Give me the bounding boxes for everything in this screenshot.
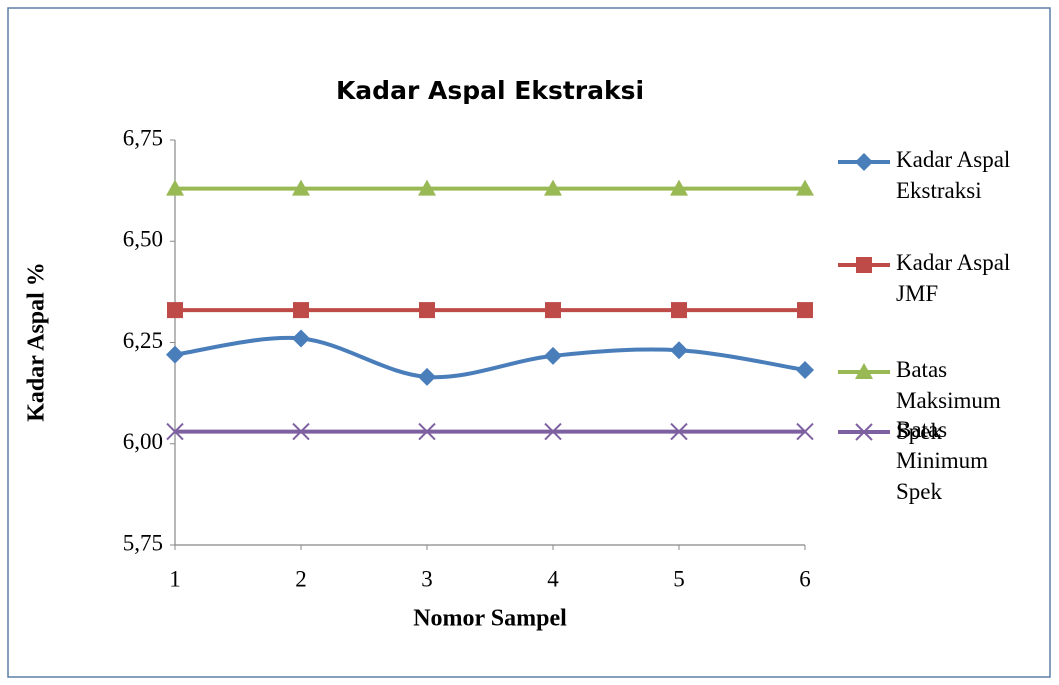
y-tick-label: 5,75 — [123, 530, 163, 555]
legend-label: Kadar Aspal Ekstraksi — [896, 147, 1016, 203]
y-tick-label: 6,25 — [123, 328, 163, 353]
legend-label: Batas Maksimum Spek — [896, 357, 1007, 444]
chart-border — [7, 7, 1051, 678]
y-tick-label: 6,50 — [123, 227, 163, 252]
marker — [544, 179, 562, 196]
x-tick-label: 3 — [421, 566, 433, 591]
marker — [544, 422, 562, 441]
y-tick-label: 6,75 — [123, 125, 163, 150]
marker — [419, 302, 435, 319]
legend-label: Batas Minimum Spek — [896, 417, 994, 504]
marker — [671, 302, 687, 319]
marker — [293, 302, 309, 319]
x-tick-label: 5 — [673, 566, 685, 591]
marker — [292, 179, 310, 196]
marker — [670, 179, 688, 196]
marker — [292, 329, 310, 348]
marker — [796, 361, 814, 380]
marker — [167, 302, 183, 319]
marker — [855, 423, 873, 441]
x-tick-label: 1 — [169, 566, 181, 591]
series-line — [174, 335, 806, 380]
marker — [418, 179, 436, 196]
chart-title: Kadar Aspal Ekstraksi — [336, 76, 644, 105]
x-tick-label: 2 — [295, 566, 307, 591]
marker — [166, 179, 184, 196]
marker — [418, 422, 436, 441]
marker — [855, 363, 873, 379]
marker — [797, 302, 813, 319]
marker — [418, 367, 436, 386]
x-tick-label: 6 — [799, 566, 811, 591]
marker — [796, 179, 814, 196]
marker — [166, 345, 184, 364]
marker — [670, 341, 688, 360]
legend-label: Kadar Aspal JMF — [896, 250, 1016, 306]
x-axis-title: Nomor Sampel — [413, 606, 567, 632]
marker — [545, 302, 561, 319]
marker — [166, 422, 184, 441]
marker — [544, 346, 562, 365]
x-tick-label: 4 — [547, 566, 559, 591]
marker — [796, 422, 814, 441]
marker — [856, 257, 872, 273]
y-axis-title: Kadar Aspal % — [24, 262, 50, 422]
marker — [292, 422, 310, 441]
y-tick-label: 6,00 — [123, 429, 163, 454]
marker — [855, 153, 873, 171]
marker — [670, 422, 688, 441]
